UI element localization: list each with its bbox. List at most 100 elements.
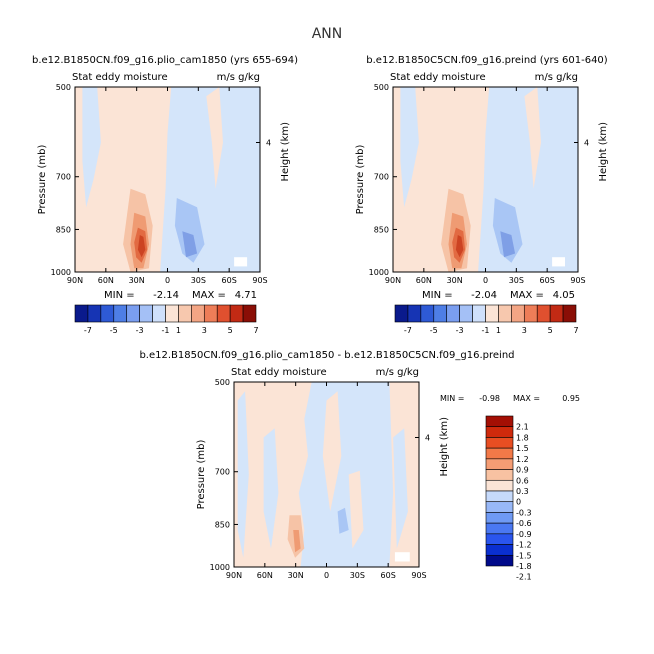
contour-region [82, 87, 101, 208]
max-value: 0.95 [562, 394, 580, 403]
y-tick-label: 1000 [210, 563, 230, 572]
y-tick-label: 700 [374, 173, 389, 182]
colorbar-label: -0.9 [516, 530, 532, 539]
panel-right-string: m/s g/kg [217, 72, 260, 83]
colorbar-label: 3 [202, 326, 207, 335]
colorbar-label: 1 [176, 326, 181, 335]
panel-left-string: Stat eddy moisture [231, 367, 327, 378]
x-tick-label: 60S [540, 276, 555, 285]
min-value: -2.04 [471, 290, 497, 301]
contour-region [237, 391, 249, 558]
y-axis-label: Pressure (mb) [355, 145, 366, 215]
colorbar-label: 7 [253, 326, 258, 335]
y-right-tick-label: 4 [584, 139, 589, 148]
y-right-tick-label: 4 [266, 139, 271, 148]
colorbar-box [191, 304, 205, 323]
x-tick-label: 30S [509, 276, 524, 285]
colorbar-box [459, 304, 473, 323]
x-tick-label: 90S [411, 571, 426, 580]
colorbar-box [229, 304, 244, 323]
colorbar-box [485, 415, 514, 428]
contour-region [524, 87, 541, 189]
colorbar-box [485, 512, 514, 524]
panel-title: b.e12.B1850CN.f09_g16.plio_cam1850 (yrs … [32, 55, 298, 66]
y-tick-label: 500 [56, 83, 71, 92]
max-value: 4.05 [553, 290, 575, 301]
colorbar-box [139, 304, 153, 323]
contour-region [234, 257, 248, 267]
chart-panel-panel-preind: b.e12.B1850C5CN.f09_g16.preind (yrs 601-… [355, 55, 609, 335]
contour-region [293, 530, 301, 553]
contour-region [322, 391, 342, 512]
colorbar-box [485, 554, 514, 567]
x-tick-label: 30S [350, 571, 365, 580]
colorbar-label: 0.6 [516, 476, 529, 485]
min-label: MIN = [440, 394, 465, 403]
colorbar-box [420, 304, 435, 323]
contour-region [492, 198, 523, 263]
colorbar-box [485, 304, 499, 323]
colorbar-label: 1 [496, 326, 501, 335]
panel-right-string: m/s g/kg [376, 367, 419, 378]
panels-container: b.e12.B1850CN.f09_g16.plio_cam1850 (yrs … [32, 55, 609, 582]
x-tick-label: 90S [570, 276, 585, 285]
x-tick-label: 0 [324, 571, 329, 580]
colorbar-label: 1.5 [516, 444, 529, 453]
colorbar-box [100, 304, 115, 323]
colorbar-label: -3 [456, 326, 464, 335]
colorbar-label: -0.6 [516, 519, 532, 528]
colorbar-label: 0 [516, 498, 521, 507]
colorbar-box [152, 304, 166, 323]
panel-right-string: m/s g/kg [535, 72, 578, 83]
colorbar-box [498, 304, 512, 323]
contour-region [455, 235, 464, 258]
colorbar-label: 3 [522, 326, 527, 335]
x-tick-label: 90N [385, 276, 401, 285]
y-tick-label: 700 [215, 468, 230, 477]
colorbar-box [485, 501, 514, 513]
colorbar-label: -1 [162, 326, 170, 335]
colorbar-label: 1.8 [516, 433, 529, 442]
colorbar-box [126, 304, 140, 323]
colorbar-box [485, 490, 514, 503]
main-title: ANN [312, 26, 343, 42]
contour-region [182, 231, 198, 258]
min-label: MIN = [422, 290, 453, 301]
colorbar-box [485, 469, 514, 481]
colorbar-box [178, 304, 192, 323]
x-tick-label: 60S [222, 276, 237, 285]
y-tick-label: 850 [56, 225, 71, 234]
max-label: MAX = [513, 394, 540, 403]
contour-region [400, 87, 419, 208]
y-tick-label: 1000 [51, 268, 71, 277]
x-tick-label: 0 [483, 276, 488, 285]
colorbar-label: -1.2 [516, 541, 532, 550]
contour-region [137, 235, 146, 258]
contour-region [174, 198, 205, 263]
colorbar-label: 5 [548, 326, 553, 335]
colorbar-box [485, 447, 514, 460]
x-tick-label: 90N [67, 276, 83, 285]
y-right-axis-label: Height (km) [280, 122, 291, 182]
colorbar-box [485, 522, 514, 535]
x-tick-label: 30N [129, 276, 145, 285]
y-tick-label: 500 [374, 83, 389, 92]
y-right-axis-label: Height (km) [598, 122, 609, 182]
y-right-axis-label: Height (km) [439, 417, 450, 477]
x-tick-label: 30N [288, 571, 304, 580]
colorbar-label: 2.1 [516, 423, 529, 432]
min-label: MIN = [104, 290, 135, 301]
chart-panel-panel-plio: b.e12.B1850CN.f09_g16.plio_cam1850 (yrs … [32, 55, 298, 335]
colorbar-box [74, 304, 89, 323]
colorbar-box [87, 304, 102, 323]
max-label: MAX = [192, 290, 226, 301]
colorbar-label: -3 [136, 326, 144, 335]
colorbar-box [446, 304, 460, 323]
panel-title: b.e12.B1850C5CN.f09_g16.preind (yrs 601-… [366, 55, 608, 66]
y-tick-label: 500 [215, 378, 230, 387]
y-right-tick-label: 4 [425, 434, 430, 443]
colorbar-box [394, 304, 409, 323]
colorbar-label: 1.2 [516, 455, 529, 464]
colorbar-box [113, 304, 128, 323]
